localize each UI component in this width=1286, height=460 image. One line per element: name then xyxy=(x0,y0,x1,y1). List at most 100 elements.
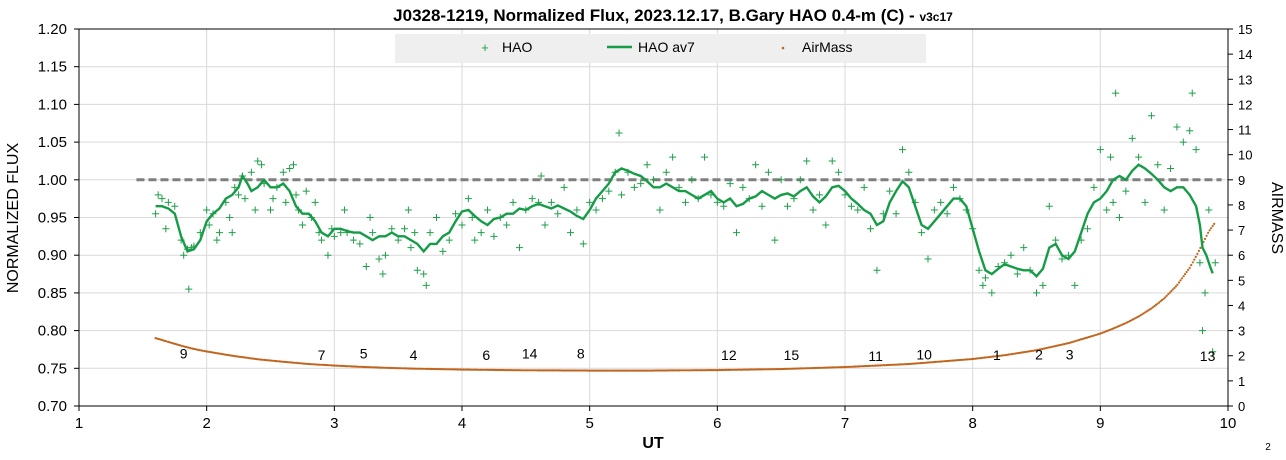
airmass-point xyxy=(759,368,762,371)
hao-point xyxy=(292,191,300,199)
airmass-point xyxy=(644,369,647,372)
corner-label: 2 xyxy=(1265,442,1271,453)
hao-point xyxy=(269,195,277,203)
hao-point xyxy=(426,229,434,237)
legend-av7-label: HAO av7 xyxy=(638,39,695,55)
airmass-point xyxy=(658,369,661,372)
airmass-point xyxy=(237,355,240,358)
airmass-point xyxy=(208,350,211,353)
airmass-point xyxy=(730,368,733,371)
hao-point xyxy=(366,214,374,221)
y-tick-label: 1.20 xyxy=(38,21,67,38)
annotation-label: 5 xyxy=(360,345,368,361)
y2-axis-title: AIRMASS xyxy=(1268,182,1285,254)
annotation-label: 3 xyxy=(1066,346,1074,362)
series-airmass xyxy=(154,222,1216,372)
airmass-point xyxy=(1023,351,1026,354)
airmass-point xyxy=(908,362,911,366)
airmass-point xyxy=(376,366,379,369)
airmass-point xyxy=(1187,268,1190,271)
airmass-point xyxy=(750,368,753,371)
airmass-point xyxy=(270,359,274,362)
airmass-point xyxy=(998,354,1001,357)
airmass-point xyxy=(744,368,747,371)
airmass-point xyxy=(218,352,221,355)
annotation-label: 13 xyxy=(1200,348,1216,364)
hao-point xyxy=(381,251,389,259)
airmass-point xyxy=(903,363,906,366)
hao-point xyxy=(432,214,440,221)
y-tick-label: 0.80 xyxy=(38,323,67,340)
y-tick-label: 1.05 xyxy=(38,134,67,151)
y2-tick-label: 3 xyxy=(1238,324,1245,339)
hao-point xyxy=(828,157,836,165)
airmass-point xyxy=(1168,291,1171,294)
airmass-point xyxy=(329,364,332,367)
hao-point xyxy=(1154,161,1162,169)
airmass-point xyxy=(1184,273,1187,276)
airmass-point xyxy=(1196,252,1199,255)
hao-point xyxy=(503,221,511,229)
hao-point xyxy=(247,168,255,176)
airmass-point xyxy=(496,368,499,372)
airmass-point xyxy=(266,359,269,362)
airmass-point xyxy=(295,361,298,364)
airmass-point xyxy=(811,367,814,370)
hao-point xyxy=(892,210,900,218)
hao-point xyxy=(439,247,447,255)
annotation-label: 7 xyxy=(318,347,326,363)
annotation-label: 8 xyxy=(577,345,585,361)
hao-point xyxy=(784,202,792,210)
hao-point xyxy=(162,225,170,233)
airmass-point xyxy=(773,368,776,371)
hao-point xyxy=(764,168,772,176)
airmass-point xyxy=(706,369,709,372)
airmass-point xyxy=(1170,290,1173,293)
hao-point xyxy=(171,202,179,210)
airmass-point xyxy=(1210,227,1213,230)
airmass-point xyxy=(845,365,848,369)
hao-point xyxy=(1186,127,1194,135)
hao-point xyxy=(228,229,236,237)
airmass-point xyxy=(935,360,939,363)
airmass-point xyxy=(1138,315,1141,318)
airmass-point xyxy=(290,361,293,364)
airmass-point xyxy=(1193,258,1196,261)
annotation-label: 6 xyxy=(482,347,490,363)
airmass-point xyxy=(673,369,677,372)
chart-title-main: J0328-1219, Normalized Flux, 2023.12.17,… xyxy=(393,6,919,25)
hao-point xyxy=(1033,289,1040,297)
y-tick-label: 0.75 xyxy=(38,360,67,377)
airmass-point xyxy=(692,369,695,372)
hao-point xyxy=(311,198,319,206)
airmass-point xyxy=(448,368,451,371)
hao-point xyxy=(515,244,523,252)
hao-point xyxy=(1201,289,1209,297)
hao-point xyxy=(318,236,326,244)
hao-point xyxy=(379,270,387,278)
airmass-point xyxy=(629,369,632,372)
airmass-point xyxy=(1156,302,1159,305)
hao-point xyxy=(164,198,172,206)
hao-point xyxy=(362,263,370,271)
airmass-point xyxy=(831,366,834,369)
airmass-point xyxy=(505,369,508,372)
hao-point xyxy=(1071,281,1079,289)
airmass-point xyxy=(338,364,341,367)
airmass-point xyxy=(534,369,537,372)
airmass-point xyxy=(1199,246,1202,249)
hao-point xyxy=(771,236,779,244)
hao-point xyxy=(726,180,734,188)
annotation-label: 11 xyxy=(868,348,883,364)
hao-point xyxy=(349,236,357,244)
hao-point xyxy=(809,206,817,214)
airmass-point xyxy=(624,369,628,372)
airmass-point xyxy=(356,365,359,368)
airmass-point xyxy=(1177,281,1181,284)
airmass-point xyxy=(424,367,427,370)
airmass-point xyxy=(539,369,542,372)
hao-point xyxy=(1211,259,1219,267)
airmass-point xyxy=(399,367,402,370)
airmass-point xyxy=(1158,301,1161,304)
hao-point xyxy=(777,176,785,184)
